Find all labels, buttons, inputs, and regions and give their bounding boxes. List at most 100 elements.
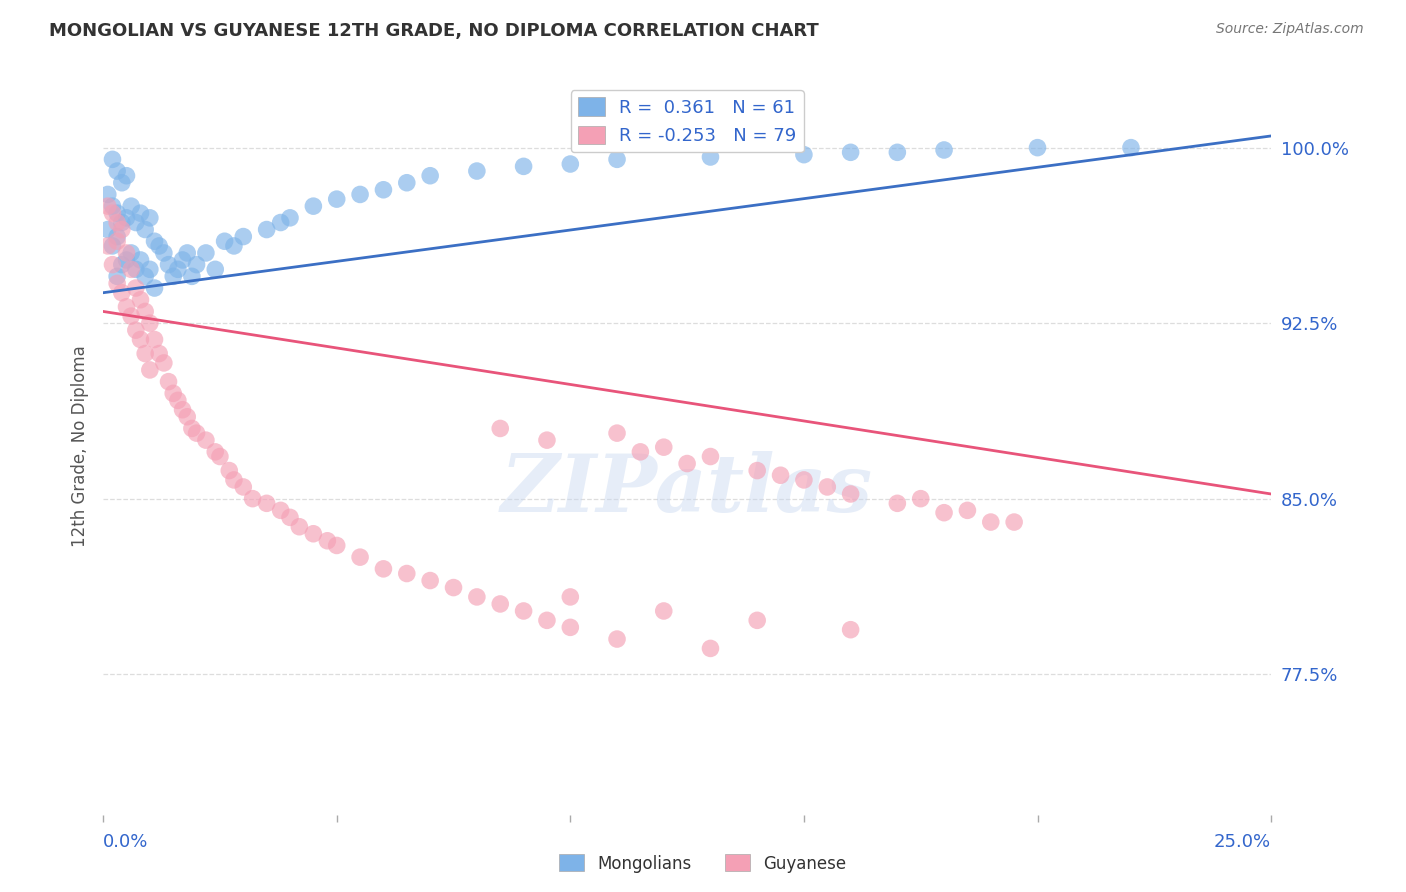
Point xyxy=(105,269,128,284)
Point xyxy=(134,304,156,318)
Point xyxy=(628,445,651,459)
Point xyxy=(204,262,226,277)
Point xyxy=(162,386,184,401)
Point xyxy=(153,246,176,260)
Point xyxy=(120,199,142,213)
Point xyxy=(232,229,254,244)
Point xyxy=(111,285,134,300)
Point xyxy=(270,503,292,517)
Point xyxy=(111,215,134,229)
Point xyxy=(839,487,862,501)
Point xyxy=(512,604,534,618)
Point xyxy=(489,597,512,611)
Point xyxy=(115,169,138,183)
Point xyxy=(101,258,124,272)
Point xyxy=(125,262,148,277)
Point xyxy=(129,252,152,267)
Point xyxy=(980,515,1002,529)
Point xyxy=(139,211,162,225)
Point xyxy=(176,246,198,260)
Point xyxy=(1119,141,1142,155)
Point xyxy=(129,333,152,347)
Point xyxy=(373,183,395,197)
Point xyxy=(606,426,628,441)
Point xyxy=(97,239,120,253)
Point xyxy=(536,613,558,627)
Point xyxy=(214,234,236,248)
Point xyxy=(956,503,979,517)
Point xyxy=(105,277,128,291)
Text: Source: ZipAtlas.com: Source: ZipAtlas.com xyxy=(1216,22,1364,37)
Point xyxy=(97,222,120,236)
Point xyxy=(204,445,226,459)
Legend: R =  0.361   N = 61, R = -0.253   N = 79: R = 0.361 N = 61, R = -0.253 N = 79 xyxy=(571,90,804,153)
Point xyxy=(218,464,240,478)
Point xyxy=(465,164,488,178)
Point xyxy=(97,199,120,213)
Point xyxy=(232,480,254,494)
Point xyxy=(101,153,124,167)
Point xyxy=(134,346,156,360)
Point xyxy=(194,246,217,260)
Point xyxy=(652,604,675,618)
Point xyxy=(395,176,418,190)
Point xyxy=(148,346,170,360)
Text: 25.0%: 25.0% xyxy=(1213,833,1271,851)
Text: 0.0%: 0.0% xyxy=(103,833,149,851)
Point xyxy=(115,211,138,225)
Point xyxy=(111,222,134,236)
Point xyxy=(395,566,418,581)
Point xyxy=(115,252,138,267)
Point xyxy=(270,215,292,229)
Point xyxy=(839,623,862,637)
Point xyxy=(186,426,208,441)
Point xyxy=(793,147,815,161)
Point xyxy=(105,215,128,229)
Point xyxy=(932,506,955,520)
Point xyxy=(606,632,628,646)
Point xyxy=(180,269,202,284)
Point xyxy=(153,356,176,370)
Point xyxy=(793,473,815,487)
Point xyxy=(839,145,862,160)
Point xyxy=(157,258,180,272)
Point xyxy=(288,520,311,534)
Point xyxy=(148,239,170,253)
Point xyxy=(167,393,190,408)
Point xyxy=(176,409,198,424)
Point xyxy=(443,581,465,595)
Point xyxy=(652,440,675,454)
Point xyxy=(125,281,148,295)
Point xyxy=(278,211,301,225)
Point xyxy=(111,176,134,190)
Point xyxy=(536,433,558,447)
Point xyxy=(419,169,441,183)
Point xyxy=(349,550,371,565)
Point xyxy=(302,526,325,541)
Point xyxy=(699,450,721,464)
Point xyxy=(139,316,162,330)
Point xyxy=(143,234,166,248)
Point xyxy=(419,574,441,588)
Point xyxy=(157,375,180,389)
Point xyxy=(932,143,955,157)
Point xyxy=(560,620,582,634)
Point xyxy=(886,145,908,160)
Point xyxy=(256,222,278,236)
Point xyxy=(676,457,699,471)
Point xyxy=(125,215,148,229)
Point xyxy=(129,293,152,307)
Point xyxy=(115,246,138,260)
Point xyxy=(180,421,202,435)
Point xyxy=(278,510,301,524)
Point xyxy=(139,363,162,377)
Point xyxy=(886,496,908,510)
Point xyxy=(115,300,138,314)
Point xyxy=(910,491,932,506)
Text: ZIPatlas: ZIPatlas xyxy=(501,451,873,529)
Point xyxy=(222,239,245,253)
Point xyxy=(242,491,264,506)
Point xyxy=(120,262,142,277)
Point xyxy=(97,187,120,202)
Point xyxy=(105,164,128,178)
